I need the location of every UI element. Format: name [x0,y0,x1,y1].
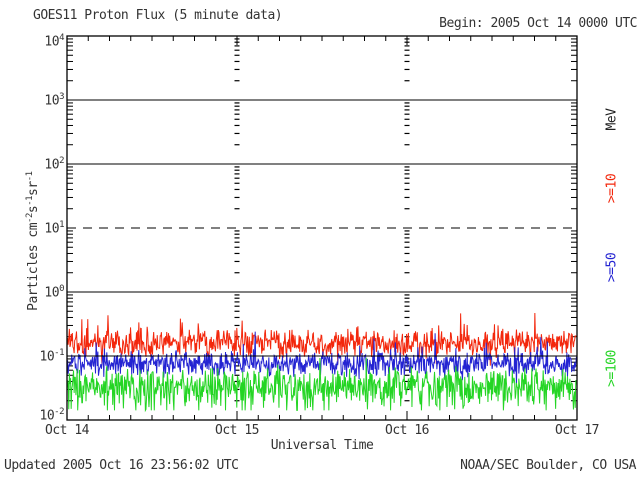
x-tick-label: Oct 17 [555,423,599,438]
series-50 [67,331,577,385]
series-100 [67,357,577,413]
plot-title: GOES11 Proton Flux (5 minute data) [33,8,283,23]
series-10 [67,312,577,366]
y-tick-label: 10-2 [39,407,65,424]
right-axis-label-series-50: >=50 [604,252,620,283]
y-tick-label: 104 [44,33,64,50]
y-tick-label: 102 [44,156,64,173]
y-tick-label: 101 [44,220,64,237]
updated-timestamp: Updated 2005 Oct 16 23:56:02 UTC [4,458,239,473]
right-axis-label-series-100: >=100 [604,350,620,387]
org-credit: NOAA/SEC Boulder, CO USA [460,458,636,473]
y-tick-label: 10-1 [39,348,65,365]
x-axis-label: Universal Time [270,438,374,453]
y-axis-label: Particles cm-2s-1sr-1 [24,171,42,311]
y-tick-label: 100 [44,284,64,301]
x-tick-label: Oct 15 [215,423,259,438]
plot-frame [66,35,578,421]
x-tick-label: Oct 16 [385,423,429,438]
x-tick-label: Oct 14 [45,423,89,438]
y-tick-label: 103 [44,92,64,109]
begin-timestamp: Begin: 2005 Oct 14 0000 UTC [439,16,637,31]
